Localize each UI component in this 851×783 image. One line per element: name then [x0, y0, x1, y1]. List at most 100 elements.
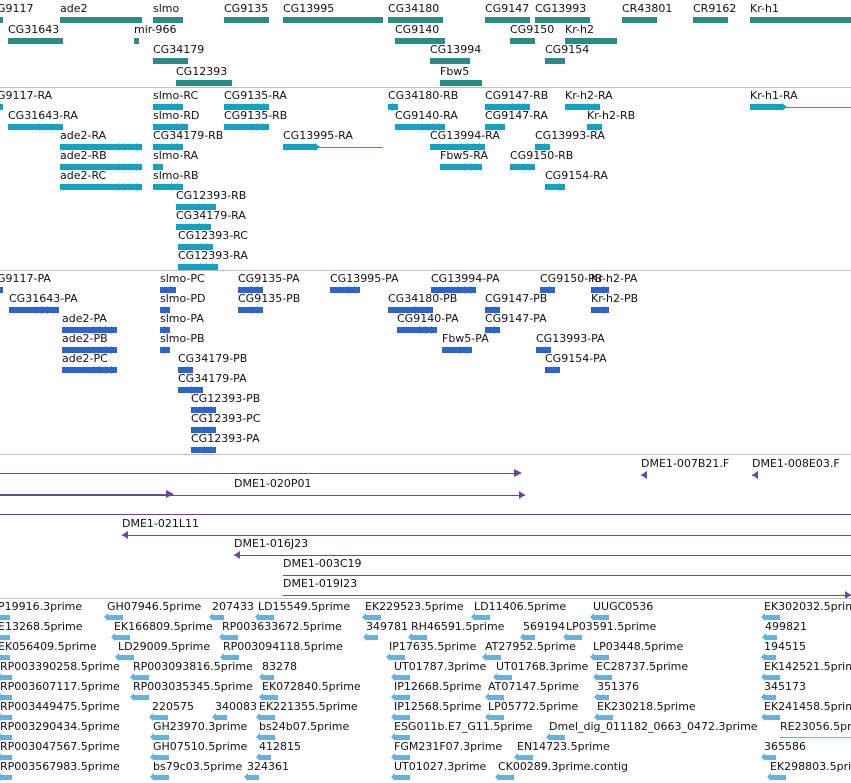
- strand-arrow-icon: [259, 673, 263, 681]
- feature-label: CG34179: [153, 43, 205, 56]
- est-bar: [485, 655, 501, 660]
- strand-arrow-icon: [458, 286, 463, 294]
- strand-arrow-icon: [354, 286, 359, 294]
- strand-arrow-icon: [182, 123, 187, 131]
- feature-label: UT01027.3prime: [394, 760, 487, 773]
- strand-arrow-icon: [391, 733, 395, 741]
- strand-arrow-icon: [588, 103, 593, 111]
- strand-arrow-icon: [209, 613, 213, 621]
- feature-label: CG9147-PA: [485, 312, 547, 325]
- feature-label: RP003047567.5prime: [0, 740, 120, 753]
- strand-arrow-icon: [761, 753, 765, 761]
- feature-label: LP03448.5prime: [593, 640, 684, 653]
- est-line: [780, 737, 851, 738]
- feature-label: EK056409.5prime: [0, 640, 97, 653]
- est-bar: [152, 715, 168, 720]
- feature-label: CG13994-RA: [430, 129, 500, 142]
- feature-label: LD15549.5prime: [258, 600, 351, 613]
- feature-label: EK298803.5prime: [770, 760, 851, 773]
- intron-line: [283, 147, 383, 148]
- est-bar: [365, 615, 381, 620]
- gene-bar: [0, 17, 3, 23]
- strand-arrow-icon: [118, 143, 123, 151]
- feature-label: RP003390258.5prime: [0, 660, 120, 673]
- strand-arrow-icon: [150, 753, 154, 761]
- strand-arrow-icon: [391, 673, 395, 681]
- feature-label: 340083: [215, 700, 257, 713]
- est-bar: [394, 755, 410, 760]
- est-bar: [223, 655, 239, 660]
- feature-label: CG9135-RA: [224, 89, 287, 102]
- protein-bar: [160, 287, 176, 293]
- strand-arrow-icon: [57, 123, 62, 131]
- est-bar: [133, 675, 149, 680]
- strand-arrow-icon: [545, 346, 550, 354]
- strand-arrow-icon: [257, 306, 262, 314]
- bac-clone-line: [0, 495, 525, 496]
- feature-label: CG13993: [535, 2, 587, 15]
- est-bar: [764, 755, 776, 760]
- feature-label: CG9154: [545, 43, 590, 56]
- feature-label: CG9154-RA: [545, 169, 608, 182]
- strand-arrow-icon: [201, 243, 206, 251]
- transcript-bar: [60, 164, 142, 170]
- strand-arrow-icon: [257, 286, 262, 294]
- gene-bar: [535, 17, 590, 23]
- est-bar: [765, 635, 777, 640]
- strand-arrow-icon: [0, 103, 2, 111]
- feature-label: ade2: [60, 2, 88, 15]
- strand-arrow-icon: [130, 163, 135, 171]
- feature-label: slmo-RC: [153, 89, 199, 102]
- strand-arrow-icon: [93, 326, 98, 334]
- strand-arrow-icon: [593, 673, 597, 681]
- feature-label: CG9140-PA: [397, 312, 459, 325]
- feature-label: Dmel_dig_011182_0663_0472.3prime: [549, 720, 758, 733]
- feature-label: RP003449475.5prime: [0, 700, 120, 713]
- transcript-bar: [153, 144, 183, 150]
- est-bar: [496, 675, 512, 680]
- strand-arrow-icon: [204, 203, 209, 211]
- strand-arrow-icon: [136, 183, 141, 191]
- protein-bar: [178, 367, 193, 373]
- transcript-bar: [60, 144, 142, 150]
- gene-bar: [510, 38, 535, 44]
- protein-bar: [545, 367, 560, 373]
- est-bar: [597, 695, 609, 700]
- protein-bar: [62, 327, 117, 333]
- strand-arrow-icon: [164, 306, 169, 314]
- feature-label: GH07946.5prime: [107, 600, 202, 613]
- strand-arrow-icon: [219, 633, 223, 641]
- feature-label: CG13994: [430, 43, 482, 56]
- strand-arrow-icon: [130, 183, 135, 191]
- est-bar: [597, 715, 613, 720]
- est-bar: [394, 735, 410, 740]
- feature-label: G9117: [0, 2, 34, 15]
- gene-bar: [283, 17, 383, 23]
- feature-label: 349781: [366, 620, 408, 633]
- feature-label: Fbw5-PA: [442, 332, 489, 345]
- transcript-track: G9117-RA slmo-RC CG9135-RA CG34180-RB CG9147…: [0, 88, 851, 270]
- strand-arrow-icon: [210, 446, 215, 454]
- est-bar: [0, 635, 10, 640]
- strand-arrow-icon: [554, 366, 559, 374]
- transcript-bar: [440, 164, 482, 170]
- strand-arrow-icon: [53, 306, 58, 314]
- feature-label: CG34180-RB: [388, 89, 459, 102]
- est-bar: [247, 775, 259, 780]
- feature-label: slmo-PB: [160, 332, 205, 345]
- gene-track: G9117 ade2 slmo CG9135 CG13995 CG34180 CG9147 C…: [0, 0, 851, 87]
- protein-bar: [191, 427, 216, 433]
- feature-label: CG13995-PA: [330, 272, 399, 285]
- feature-label: EK229523.5prime: [365, 600, 464, 613]
- strand-arrow-icon: [124, 183, 129, 191]
- strand-arrow-icon: [35, 306, 40, 314]
- strand-arrow-icon: [257, 123, 262, 131]
- transcript-bar: [176, 224, 211, 230]
- strand-arrow-icon: [494, 326, 499, 334]
- est-bar: [259, 755, 271, 760]
- strand-arrow-icon: [590, 653, 594, 661]
- est-bar: [153, 755, 169, 760]
- right-arrow-icon: [514, 469, 522, 477]
- feature-label: ESG011b.E7_G11.5prime: [394, 720, 533, 733]
- strand-arrow-icon: [546, 733, 550, 741]
